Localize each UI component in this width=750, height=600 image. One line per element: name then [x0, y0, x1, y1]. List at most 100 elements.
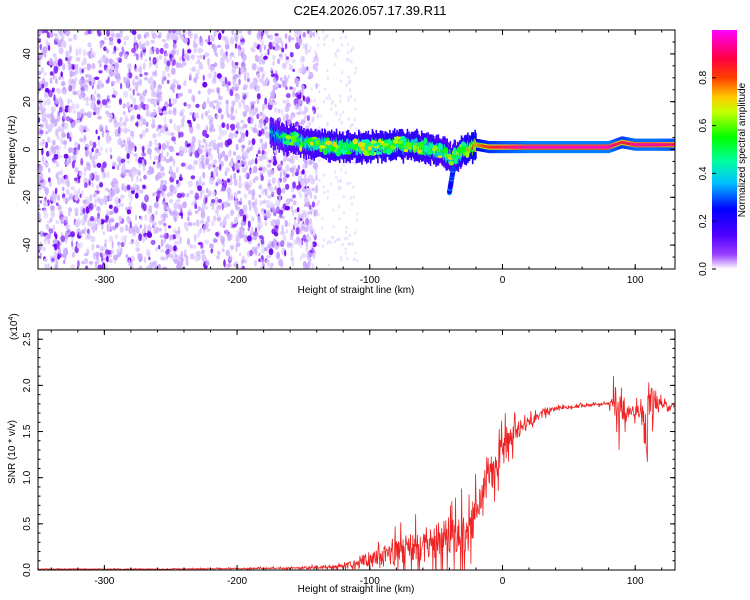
track-blob	[367, 145, 372, 151]
noise-speck	[348, 58, 351, 62]
noise-speck	[158, 245, 161, 250]
noise-speck	[284, 33, 288, 40]
noise-speck	[202, 181, 205, 186]
noise-speck	[288, 158, 292, 163]
noise-speck	[347, 242, 350, 246]
noise-speck	[239, 131, 242, 135]
noise-speck	[318, 178, 321, 182]
noise-speck	[266, 157, 269, 163]
noise-speck	[267, 173, 272, 178]
noise-speck	[114, 62, 119, 70]
noise-speck	[65, 174, 68, 180]
noise-speck	[219, 163, 222, 171]
noise-speck	[115, 32, 120, 38]
noise-speck	[310, 159, 315, 165]
noise-speck	[202, 138, 207, 144]
noise-speck	[94, 260, 98, 269]
noise-speck	[92, 111, 97, 116]
noise-speck	[317, 59, 319, 63]
noise-speck	[53, 256, 58, 260]
noise-speck	[205, 159, 209, 165]
x-tick-label: 100	[627, 275, 644, 286]
noise-speck	[57, 204, 62, 211]
noise-speck	[284, 105, 290, 113]
noise-speck	[124, 114, 128, 123]
noise-speck	[344, 251, 347, 255]
noise-speck	[128, 68, 131, 73]
noise-speck	[166, 60, 171, 67]
noise-speck	[67, 196, 71, 202]
noise-speck	[105, 66, 110, 74]
noise-speck	[197, 139, 202, 144]
noise-speck	[281, 108, 284, 116]
noise-speck	[192, 146, 195, 154]
noise-speck	[134, 192, 139, 199]
noise-speck	[113, 116, 117, 124]
noise-speck	[169, 118, 173, 124]
x-tick-label: -300	[94, 576, 114, 587]
noise-speck	[43, 208, 48, 215]
noise-speck	[281, 187, 286, 194]
noise-speck	[295, 168, 299, 177]
noise-speck	[177, 92, 183, 97]
noise-speck	[92, 253, 97, 260]
noise-speck	[332, 236, 334, 240]
noise-speck	[247, 199, 252, 206]
noise-speck	[125, 254, 129, 258]
noise-speck	[295, 103, 298, 110]
noise-speck	[138, 233, 143, 242]
noise-speck	[98, 70, 103, 74]
noise-speck	[106, 49, 109, 54]
noise-speck	[273, 231, 279, 237]
noise-speck	[303, 192, 306, 195]
noise-speck	[246, 78, 250, 83]
noise-speck	[210, 199, 216, 204]
noise-speck	[61, 76, 64, 80]
noise-speck	[72, 91, 78, 96]
noise-speck	[187, 164, 193, 171]
noise-speck	[246, 91, 249, 99]
spectrogram-noise-region	[38, 30, 359, 269]
noise-speck	[314, 67, 319, 72]
noise-speck	[44, 263, 48, 269]
noise-speck	[148, 61, 152, 69]
noise-speck	[149, 215, 153, 224]
noise-speck	[165, 243, 170, 250]
noise-speck	[273, 227, 279, 233]
noise-speck	[263, 70, 266, 78]
noise-speck	[106, 224, 109, 232]
noise-speck	[123, 127, 128, 134]
noise-speck	[62, 63, 66, 71]
noise-speck	[244, 172, 248, 178]
track-blob	[465, 152, 470, 158]
track-blob	[443, 147, 449, 154]
noise-speck	[108, 259, 114, 263]
noise-speck	[323, 100, 325, 104]
noise-speck	[340, 179, 342, 182]
noise-speck	[312, 63, 316, 70]
noise-speck	[58, 210, 64, 215]
noise-speck	[353, 258, 356, 261]
noise-speck	[108, 192, 111, 197]
noise-speck	[286, 198, 290, 203]
track-blob	[335, 145, 339, 149]
noise-speck	[161, 190, 164, 197]
noise-speck	[281, 40, 284, 48]
noise-speck	[235, 143, 239, 151]
noise-speck	[216, 30, 219, 33]
noise-speck	[250, 117, 254, 125]
noise-speck	[240, 34, 244, 40]
noise-speck	[69, 136, 72, 142]
noise-speck	[258, 184, 263, 190]
noise-speck	[133, 52, 137, 57]
noise-speck	[219, 48, 224, 57]
noise-speck	[99, 63, 102, 68]
noise-speck	[199, 227, 202, 234]
noise-speck	[349, 88, 352, 92]
noise-speck	[85, 87, 89, 92]
noise-speck	[267, 194, 273, 199]
noise-speck	[332, 208, 335, 212]
noise-speck	[227, 138, 233, 146]
noise-speck	[347, 96, 350, 100]
